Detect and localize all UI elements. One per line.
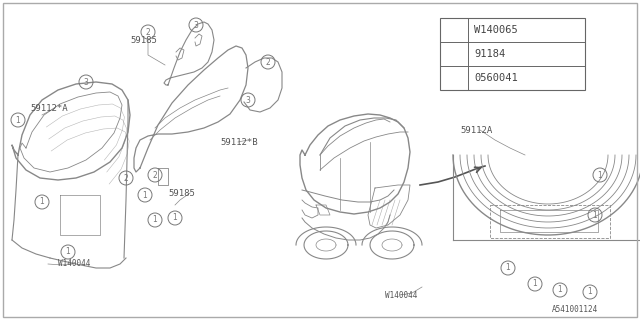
Text: 1: 1 — [598, 171, 602, 180]
Text: 2: 2 — [146, 28, 150, 36]
Text: 3: 3 — [193, 20, 198, 29]
Text: W140044: W140044 — [58, 259, 90, 268]
Text: 1: 1 — [588, 287, 593, 297]
Text: W140065: W140065 — [474, 25, 518, 35]
Text: 1: 1 — [15, 116, 20, 124]
Text: 1: 1 — [593, 211, 597, 220]
Text: 1: 1 — [173, 213, 177, 222]
Text: 1: 1 — [557, 285, 563, 294]
Text: 2: 2 — [451, 50, 457, 59]
Text: 1: 1 — [66, 247, 70, 257]
Text: 2: 2 — [266, 58, 270, 67]
Text: 1: 1 — [451, 26, 457, 35]
Text: 59112A: 59112A — [460, 125, 492, 134]
Text: 59185: 59185 — [168, 188, 195, 197]
Text: W140044: W140044 — [385, 291, 417, 300]
Bar — [440, 18, 585, 90]
Text: 1: 1 — [143, 190, 147, 199]
Text: 3: 3 — [84, 77, 88, 86]
Text: A541001124: A541001124 — [552, 306, 598, 315]
Text: 0560041: 0560041 — [474, 73, 518, 83]
Text: 1: 1 — [40, 197, 44, 206]
Text: 59112*B: 59112*B — [220, 138, 258, 147]
Text: 91184: 91184 — [474, 49, 505, 59]
Text: 1: 1 — [152, 215, 157, 225]
Text: 59112*A: 59112*A — [30, 103, 68, 113]
Text: 1: 1 — [506, 263, 510, 273]
Text: 3: 3 — [246, 95, 250, 105]
Text: 59185: 59185 — [130, 36, 157, 44]
Text: 3: 3 — [451, 74, 457, 83]
Text: 2: 2 — [152, 171, 157, 180]
Text: 2: 2 — [124, 173, 129, 182]
Text: 1: 1 — [532, 279, 538, 289]
